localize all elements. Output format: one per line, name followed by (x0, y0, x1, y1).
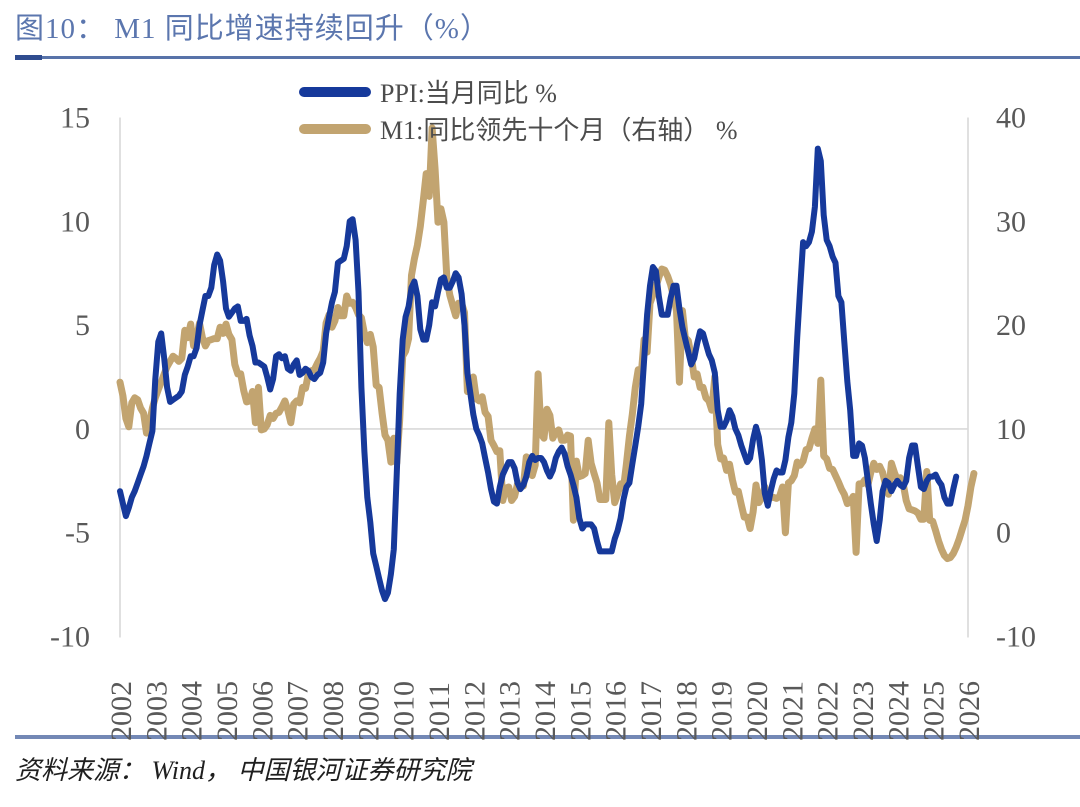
svg-text:2022: 2022 (812, 681, 845, 741)
svg-text:0: 0 (75, 413, 90, 446)
svg-text:2009: 2009 (352, 681, 385, 741)
svg-text:2004: 2004 (176, 681, 209, 741)
svg-text:2018: 2018 (670, 681, 703, 741)
footer-divider (15, 735, 1080, 739)
svg-text:2021: 2021 (776, 681, 809, 741)
svg-text:2023: 2023 (847, 681, 880, 741)
svg-text:2005: 2005 (211, 681, 244, 741)
svg-text:2010: 2010 (388, 681, 421, 741)
svg-text:2008: 2008 (317, 681, 350, 741)
figure-title: 图10： M1 同比增速持续回升（%） (15, 13, 490, 45)
legend-item-ppi: PPI:当月同比 % (299, 73, 738, 110)
svg-text:2011: 2011 (423, 682, 456, 741)
svg-text:30: 30 (996, 205, 1026, 238)
chart-series (116, 124, 978, 603)
svg-text:-10: -10 (50, 621, 90, 654)
svg-text:15: 15 (60, 102, 90, 135)
m1-line-swatch (299, 123, 371, 134)
svg-text:10: 10 (60, 205, 90, 238)
svg-text:2007: 2007 (282, 681, 315, 741)
svg-text:2014: 2014 (529, 681, 562, 741)
title-divider-accent (15, 55, 42, 60)
svg-text:2025: 2025 (918, 681, 951, 741)
svg-text:2015: 2015 (564, 681, 597, 741)
svg-text:2019: 2019 (706, 681, 739, 741)
data-source: 资料来源： Wind， 中国银河证券研究院 (15, 756, 472, 785)
svg-text:40: 40 (996, 102, 1026, 135)
svg-text:20: 20 (996, 309, 1026, 342)
svg-text:10: 10 (996, 413, 1026, 446)
legend-item-m1: M1:同比领先十个月（右轴） % (299, 110, 738, 147)
svg-text:2002: 2002 (105, 681, 138, 741)
legend-label-m1: M1:同比领先十个月（右轴） % (380, 116, 738, 145)
svg-text:-10: -10 (996, 621, 1036, 654)
title-divider (15, 55, 1080, 60)
svg-text:0: 0 (996, 517, 1011, 550)
svg-text:2003: 2003 (140, 681, 173, 741)
svg-text:2006: 2006 (246, 681, 279, 741)
svg-text:5: 5 (75, 309, 90, 342)
svg-text:-5: -5 (65, 517, 90, 550)
svg-text:2012: 2012 (458, 681, 491, 741)
svg-text:2016: 2016 (600, 681, 633, 741)
legend-label-ppi: PPI:当月同比 % (380, 79, 557, 108)
svg-text:2024: 2024 (882, 681, 915, 741)
svg-text:2020: 2020 (741, 681, 774, 741)
svg-text:2013: 2013 (494, 681, 527, 741)
chart-axes (119, 117, 969, 638)
chart-legend: PPI:当月同比 % M1:同比领先十个月（右轴） % (299, 73, 738, 147)
ppi-line-swatch (299, 86, 371, 97)
svg-text:2026: 2026 (953, 681, 986, 741)
svg-text:2017: 2017 (635, 681, 668, 741)
